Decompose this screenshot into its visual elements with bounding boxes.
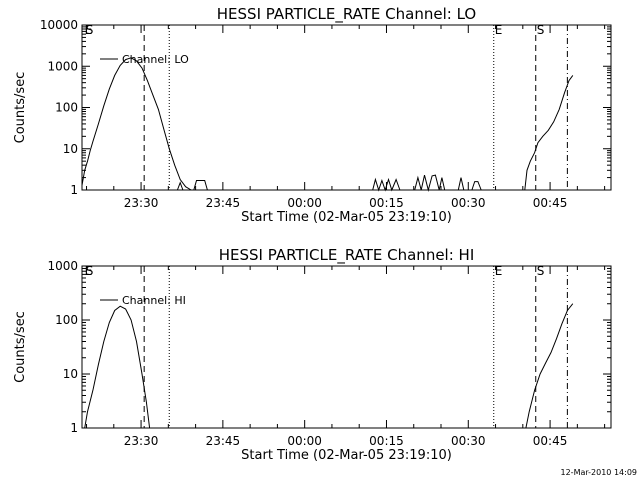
event-marker-label: E — [85, 264, 93, 278]
y-tick-label: 100 — [55, 101, 78, 115]
y-tick-label: 1 — [70, 183, 78, 197]
series-line — [176, 181, 184, 191]
y-tick-label: 10 — [63, 142, 78, 156]
x-tick-label: 00:15 — [369, 196, 404, 210]
y-axis-label: Counts/sec — [13, 72, 28, 144]
series-line — [471, 181, 482, 191]
chart-title: HESSI PARTICLE_RATE Channel: HI — [219, 246, 475, 265]
event-marker-label: E — [495, 264, 503, 278]
x-tick-label: 23:30 — [124, 196, 159, 210]
x-tick-label: 00:15 — [369, 434, 404, 448]
x-tick-label: 00:45 — [533, 196, 568, 210]
y-tick-label: 10 — [63, 367, 78, 381]
x-tick-label: 00:45 — [533, 434, 568, 448]
event-marker-label: E — [495, 23, 503, 37]
event-marker-label: S — [86, 264, 94, 278]
y-tick-label: 100 — [55, 313, 78, 327]
series-line — [81, 57, 192, 191]
y-tick-label: 1000 — [47, 59, 78, 73]
x-tick-label: 00:00 — [287, 196, 322, 210]
x-tick-label: 23:45 — [206, 196, 241, 210]
plot-frame — [81, 265, 612, 429]
x-tick-label: 23:30 — [124, 434, 159, 448]
series-line — [84, 305, 151, 429]
legend-label: Channel: LO — [122, 53, 189, 66]
event-marker-label: S — [537, 23, 545, 37]
series-line — [193, 180, 208, 191]
x-tick-label: 00:00 — [287, 434, 322, 448]
y-tick-label: 10000 — [40, 18, 78, 32]
series-line — [372, 177, 401, 192]
series-line — [414, 174, 446, 192]
x-tick-label: 00:30 — [451, 434, 486, 448]
series-line — [524, 75, 574, 191]
x-tick-label: 23:45 — [206, 434, 241, 448]
chart-panel-lo: HESSI PARTICLE_RATE Channel: LO 1 10 100 100… — [13, 5, 612, 225]
chart-title: HESSI PARTICLE_RATE Channel: LO — [217, 5, 476, 24]
x-tick-label: 00:30 — [451, 196, 486, 210]
chart-panel-hi: HESSI PARTICLE_RATE Channel: HI 1 10 100 100… — [13, 246, 612, 463]
x-axis-label: Start Time (02-Mar-05 23:19:10) — [241, 210, 452, 225]
x-axis-label: Start Time (02-Mar-05 23:19:10) — [241, 448, 452, 463]
y-axis-label: Counts/sec — [13, 311, 28, 383]
legend-label: Channel: HI — [122, 294, 186, 307]
series-line — [457, 177, 465, 191]
series-line — [525, 303, 574, 429]
y-tick-label: 1000 — [47, 259, 78, 273]
event-marker-label: S — [86, 23, 94, 37]
plot-timestamp: 12-Mar-2010 14:09 — [561, 468, 638, 477]
event-marker-label: E — [85, 23, 93, 37]
event-marker-label: S — [537, 264, 545, 278]
y-tick-label: 1 — [70, 421, 78, 435]
